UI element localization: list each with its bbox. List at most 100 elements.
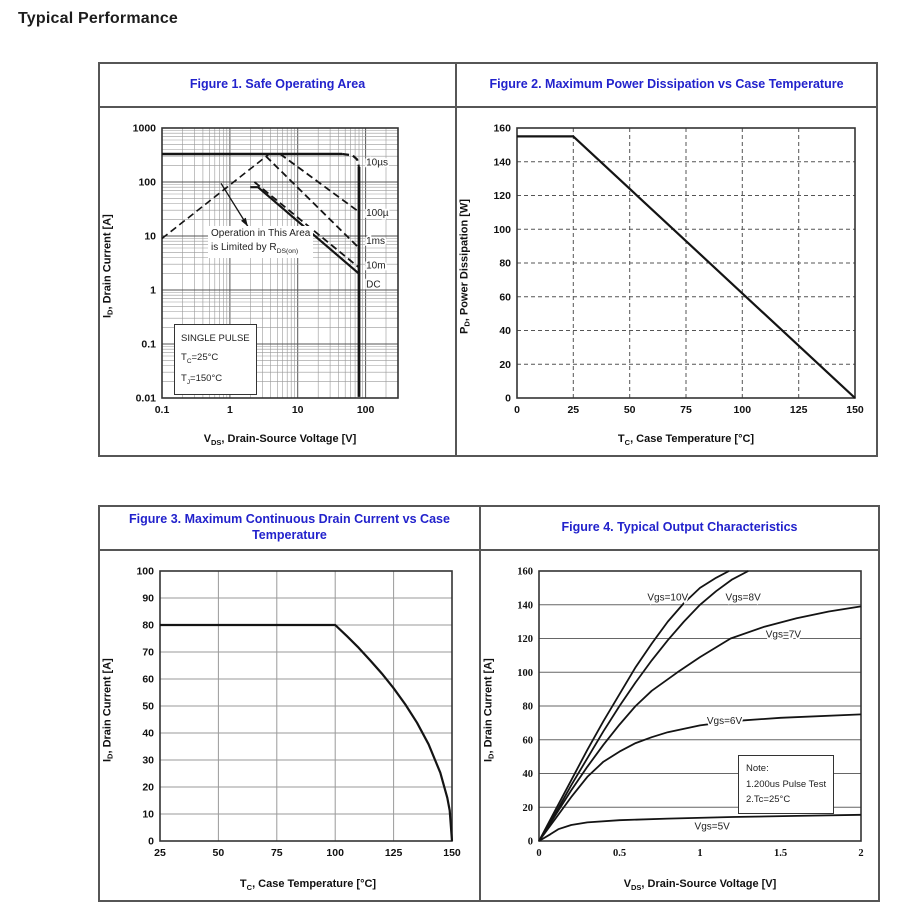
svg-text:50: 50: [213, 847, 225, 859]
figure-table-bottom-chart-row: ID, Drain Current [A] 25 50 75 100 125 150 0 10…: [100, 551, 878, 900]
svg-text:1: 1: [150, 285, 156, 297]
svg-text:DC: DC: [366, 280, 380, 291]
svg-text:1: 1: [697, 848, 702, 859]
svg-text:100: 100: [326, 847, 344, 859]
figure1-x-axis-label: VDS, Drain-Source Voltage [V]: [203, 432, 357, 447]
figure2-y-axis-label: PD, Power Dissipation [W]: [458, 199, 472, 334]
svg-text:140: 140: [517, 600, 533, 611]
svg-text:150: 150: [846, 404, 864, 416]
svg-text:140: 140: [493, 156, 511, 168]
svg-text:20: 20: [142, 782, 154, 794]
svg-text:50: 50: [624, 404, 636, 416]
figure-table-top: Figure 1. Safe Operating Area Figure 2. …: [98, 62, 878, 457]
svg-text:Vgs=6V: Vgs=6V: [707, 716, 743, 727]
svg-text:10: 10: [292, 404, 304, 416]
svg-text:40: 40: [523, 769, 534, 780]
svg-text:0: 0: [148, 836, 154, 848]
svg-text:160: 160: [493, 123, 511, 135]
svg-text:60: 60: [142, 674, 154, 686]
figure1-title-cell: Figure 1. Safe Operating Area: [100, 64, 457, 106]
soa-annotation: Operation in This Area is Limited by RDS…: [208, 226, 314, 258]
figure3-x-axis-label: TC, Case Temperature [°C]: [239, 877, 377, 892]
svg-text:10: 10: [144, 231, 156, 243]
svg-text:0.1: 0.1: [141, 339, 156, 351]
figure-table-top-title-row: Figure 1. Safe Operating Area Figure 2. …: [100, 64, 876, 108]
figure3-cell: ID, Drain Current [A] 25 50 75 100 125 150 0 10…: [100, 551, 481, 900]
svg-text:0: 0: [514, 404, 520, 416]
svg-text:100: 100: [493, 224, 511, 236]
svg-text:Vgs=5V: Vgs=5V: [695, 822, 731, 833]
svg-text:20: 20: [499, 359, 511, 371]
figure3-chart-canvas: 25 50 75 100 125 150 0 10 20 30 40 50 60 70 80 90 100: [136, 566, 461, 860]
figure-table-bottom: Figure 3. Maximum Continuous Drain Curre…: [98, 505, 880, 902]
svg-text:90: 90: [142, 593, 154, 605]
svg-text:100: 100: [517, 668, 533, 679]
svg-text:60: 60: [499, 291, 511, 303]
svg-text:100µ: 100µ: [366, 208, 389, 219]
figure4-x-axis-label: VDS, Drain-Source Voltage [V]: [623, 877, 777, 892]
svg-text:Vgs=7V: Vgs=7V: [766, 629, 802, 640]
svg-text:Vgs=10V: Vgs=10V: [647, 593, 688, 604]
svg-text:0.5: 0.5: [613, 848, 626, 859]
figure4-plot: ID, Drain Current [A] Vgs=10V Vgs=8V Vgs=7…: [481, 551, 878, 900]
svg-text:120: 120: [517, 634, 533, 645]
svg-text:30: 30: [142, 755, 154, 767]
svg-text:2: 2: [858, 848, 863, 859]
svg-text:1.5: 1.5: [774, 848, 787, 859]
svg-text:100: 100: [136, 566, 154, 578]
svg-text:1: 1: [227, 404, 233, 416]
svg-text:Vgs=8V: Vgs=8V: [725, 593, 761, 604]
figure-table-bottom-title-row: Figure 3. Maximum Continuous Drain Curre…: [100, 507, 878, 551]
figure1-cell: ID, Drain Current [A] 10µs 100µ 1ms 10m DC 0.…: [100, 108, 457, 455]
figure4-chart-canvas: Vgs=10V Vgs=8V Vgs=7V Vgs=6V Vgs=5V 0 0.5 1 1.5 2…: [517, 567, 863, 860]
figure3-y-axis-label: ID, Drain Current [A]: [101, 658, 115, 763]
svg-text:50: 50: [142, 701, 154, 713]
svg-text:160: 160: [517, 567, 533, 578]
svg-text:100: 100: [357, 404, 375, 416]
svg-text:1000: 1000: [133, 123, 157, 135]
svg-text:125: 125: [790, 404, 808, 416]
figure2-chart-canvas: 0 25 50 75 100 125 150 0 20 40 60 80 100 120 140 160: [493, 123, 864, 417]
figure4-y-axis-label: ID, Drain Current [A]: [482, 658, 496, 763]
figure2-cell: PD, Power Dissipation [W] 0 25 50 75 100 125 1…: [457, 108, 876, 455]
pulse-test-note-box: Note: 1.200us Pulse Test 2.Tc=25°C: [738, 755, 835, 815]
svg-text:80: 80: [499, 258, 511, 270]
page-title: Typical Performance: [18, 10, 179, 27]
figure1-title: Figure 1. Safe Operating Area: [189, 77, 366, 92]
svg-text:60: 60: [523, 735, 534, 746]
figure4-title-cell: Figure 4. Typical Output Characteristics: [481, 507, 878, 549]
svg-text:40: 40: [142, 728, 154, 740]
figure2-plot: PD, Power Dissipation [W] 0 25 50 75 100 125 1…: [457, 108, 876, 455]
svg-text:150: 150: [443, 847, 461, 859]
svg-text:75: 75: [271, 847, 283, 859]
figure2-title-cell: Figure 2. Maximum Power Dissipation vs C…: [457, 64, 876, 106]
figure1-plot: ID, Drain Current [A] 10µs 100µ 1ms 10m DC 0.…: [100, 108, 455, 455]
figure-table-top-chart-row: ID, Drain Current [A] 10µs 100µ 1ms 10m DC 0.…: [100, 108, 876, 455]
svg-text:25: 25: [567, 404, 579, 416]
svg-text:0: 0: [536, 848, 541, 859]
svg-text:0: 0: [505, 393, 511, 405]
figure3-plot: ID, Drain Current [A] 25 50 75 100 125 150 0 10…: [100, 551, 479, 900]
svg-text:0.1: 0.1: [155, 404, 170, 416]
svg-text:80: 80: [523, 702, 534, 713]
svg-text:0: 0: [528, 837, 533, 848]
svg-text:10m: 10m: [366, 260, 385, 271]
figure3-title: Figure 3. Maximum Continuous Drain Curre…: [129, 512, 450, 542]
svg-text:80: 80: [142, 620, 154, 632]
svg-text:125: 125: [385, 847, 403, 859]
figure1-y-axis-label: ID, Drain Current [A]: [101, 214, 115, 319]
svg-text:70: 70: [142, 647, 154, 659]
single-pulse-note-box: SINGLE PULSE TC=25°C TJ=150°C: [174, 324, 257, 395]
svg-text:40: 40: [499, 325, 511, 337]
svg-text:1ms: 1ms: [366, 236, 385, 247]
figure2-x-axis-label: TC, Case Temperature [°C]: [617, 432, 755, 447]
svg-text:100: 100: [734, 404, 752, 416]
figure4-cell: ID, Drain Current [A] Vgs=10V Vgs=8V Vgs=7…: [481, 551, 878, 900]
figure4-title: Figure 4. Typical Output Characteristics: [561, 520, 798, 535]
svg-text:120: 120: [493, 190, 511, 202]
svg-text:10µs: 10µs: [366, 157, 388, 168]
figure3-title-cell: Figure 3. Maximum Continuous Drain Curre…: [100, 507, 481, 549]
svg-text:25: 25: [154, 847, 166, 859]
